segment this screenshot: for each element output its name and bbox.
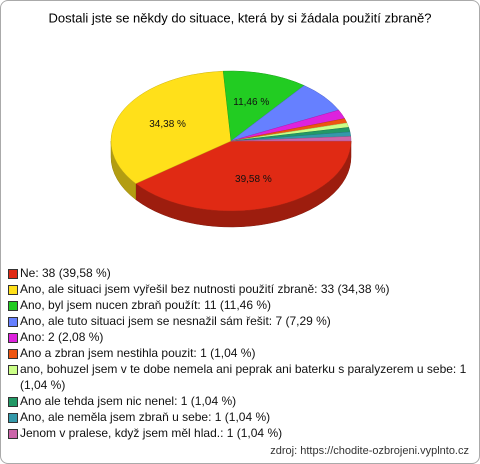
legend-item: Ano, ale situaci jsem vyřešil bez nutnos… (7, 281, 473, 297)
legend-label: Ano, ale tuto situaci jsem se nesnažil s… (20, 314, 331, 328)
legend-swatch (8, 365, 18, 375)
slice (135, 140, 352, 212)
legend-swatch (8, 397, 18, 407)
legend-label: Ano a zbran jsem nestihla pouzit: 1 (1,0… (20, 346, 256, 360)
slice (110, 70, 232, 184)
legend-swatch (8, 333, 18, 343)
legend-item: Ano: 2 (2,08 %) (7, 329, 473, 345)
legend-swatch (8, 269, 18, 279)
slice-label: 39,58 % (235, 174, 272, 185)
legend-item: ano, bohuzel jsem v te dobe nemela ani p… (7, 361, 473, 393)
legend-swatch (8, 349, 18, 359)
legend-swatch (8, 317, 18, 327)
legend: Ne: 38 (39,58 %) Ano, ale situaci jsem vy… (7, 265, 473, 441)
legend-item: Jenom v pralese, když jsem měl hlad.: 1 … (7, 425, 473, 441)
legend-label: Jenom v pralese, když jsem měl hlad.: 1 … (20, 426, 283, 440)
legend-item: Ano ale tehda jsem nic nenel: 1 (1,04 %) (7, 393, 473, 409)
legend-label: Ano, byl jsem nucen zbraň použít: 11 (11… (20, 298, 272, 312)
legend-label: Ano: 2 (2,08 %) (20, 330, 104, 344)
pie-area: Dostali jste se někdy do situace, která … (49, 10, 432, 228)
legend-swatch (8, 413, 18, 423)
legend-swatch (8, 285, 18, 295)
slice (222, 70, 305, 142)
legend-label: Ano ale tehda jsem nic nenel: 1 (1,04 %) (20, 394, 237, 408)
legend-label: ano, bohuzel jsem v te dobe nemela ani p… (20, 362, 467, 392)
slice (230, 136, 352, 142)
legend-swatch (8, 301, 18, 311)
legend-label: Ano, ale situaci jsem vyřešil bez nutnos… (20, 282, 390, 296)
legend-item: Ano, ale tuto situaci jsem se nesnažil s… (7, 313, 473, 329)
legend-item: Ne: 38 (39,58 %) (7, 265, 473, 281)
source: zdroj: https://chodite-ozbrojeni.vyplnto… (270, 445, 469, 457)
legend-item: Ano a zbran jsem nestihla pouzit: 1 (1,0… (7, 345, 473, 361)
legend-label: Ano, ale neměla jsem zbraň u sebe: 1 (1,… (20, 410, 271, 424)
legend-label: Ne: 38 (39,58 %) (20, 266, 111, 280)
slice-label: 34,38 % (149, 119, 186, 130)
legend-swatch (8, 429, 18, 439)
slice-label: 11,46 % (233, 97, 269, 108)
legend-item: Ano, byl jsem nucen zbraň použít: 11 (11… (7, 297, 473, 313)
chart-title: Dostali jste se někdy do situace, která … (49, 10, 432, 25)
legend-item: Ano, ale neměla jsem zbraň u sebe: 1 (1,… (7, 409, 473, 425)
